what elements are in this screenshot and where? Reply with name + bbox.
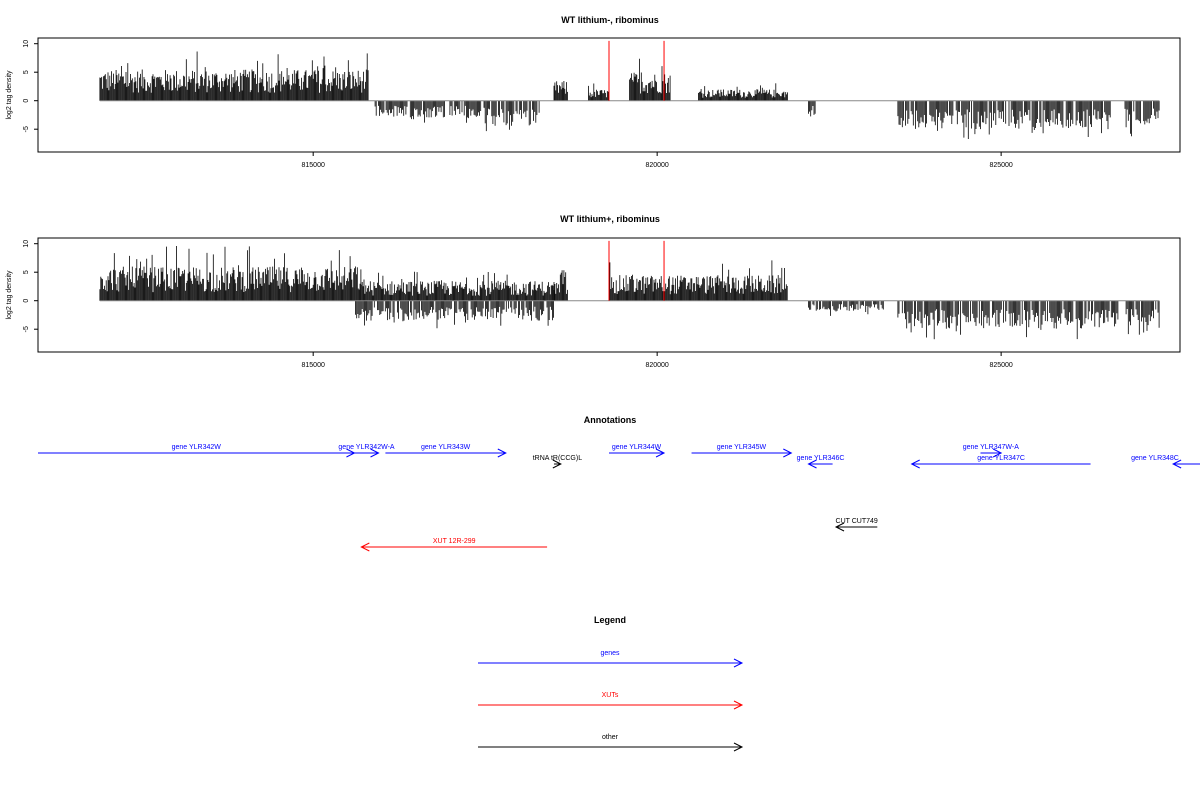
feature-arrowhead bbox=[360, 542, 370, 552]
y-tick-label: 5 bbox=[23, 70, 30, 74]
feature-label: gene YLR347C bbox=[977, 455, 1025, 462]
y-axis: 10 5 0 -5 bbox=[23, 240, 38, 332]
annotation-features: gene YLR342W gene YLR342W-A gene YLR343W tR… bbox=[38, 444, 1200, 552]
x-tick-label: 820000 bbox=[645, 362, 668, 369]
feature-label: gene YLR344W bbox=[612, 444, 662, 451]
feature-arrowhead bbox=[370, 448, 380, 458]
y-axis-label: log2 tag density bbox=[6, 270, 13, 320]
legend-panel: Legend genes XUTs other bbox=[478, 615, 744, 752]
feature-label: CUT CUT749 bbox=[836, 518, 878, 525]
y-tick-label: 0 bbox=[23, 299, 30, 303]
feature-arrowhead bbox=[1172, 459, 1182, 469]
plot-frame bbox=[37, 237, 1181, 353]
plot-frame bbox=[37, 37, 1181, 153]
x-tick-label: 825000 bbox=[989, 162, 1012, 169]
x-axis: 815000 820000 825000 bbox=[302, 352, 1013, 369]
feature-arrowhead bbox=[497, 448, 507, 458]
feature-label: gene YLR348C bbox=[1131, 455, 1179, 462]
feature-label: gene YLR342W bbox=[172, 444, 222, 451]
track-panel-lithium-plus: WT lithium+, ribominus log2 tag density … bbox=[6, 214, 1181, 369]
y-tick-label: -5 bbox=[23, 326, 30, 332]
y-tick-label: 10 bbox=[23, 40, 30, 48]
y-axis: 10 5 0 -5 bbox=[23, 40, 38, 132]
feature-arrowhead bbox=[655, 448, 666, 458]
legend-label: genes bbox=[600, 650, 620, 657]
track-bars bbox=[99, 40, 1160, 139]
x-tick-label: 815000 bbox=[302, 362, 325, 369]
y-tick-label: -5 bbox=[23, 126, 30, 132]
y-tick-label: 5 bbox=[23, 270, 30, 274]
legend-arrowhead bbox=[733, 700, 744, 710]
legend-label: other bbox=[602, 734, 619, 741]
chart-title: WT lithium-, ribominus bbox=[561, 15, 659, 25]
legend-items: genes XUTs other bbox=[478, 650, 744, 752]
y-axis-label: log2 tag density bbox=[6, 70, 13, 120]
track-panel-lithium-minus: WT lithium-, ribominus log2 tag density … bbox=[6, 15, 1181, 169]
feature-label: XUT 12R-299 bbox=[433, 538, 476, 545]
annotations-title: Annotations bbox=[584, 415, 637, 425]
feature-label: gene YLR346C bbox=[797, 455, 845, 462]
legend-label: XUTs bbox=[602, 692, 619, 699]
feature-arrowhead bbox=[807, 459, 817, 469]
feature-arrowhead bbox=[910, 459, 920, 469]
annotations-panel: Annotations gene YLR342W gene YLR342W-A ge… bbox=[38, 415, 1200, 552]
y-tick-label: 0 bbox=[23, 99, 30, 103]
x-tick-label: 820000 bbox=[645, 162, 668, 169]
legend-title: Legend bbox=[594, 615, 626, 625]
feature-label: gene YLR345W bbox=[717, 444, 767, 451]
x-tick-label: 815000 bbox=[302, 162, 325, 169]
feature-label: gene YLR343W bbox=[421, 444, 471, 451]
chart-title: WT lithium+, ribominus bbox=[560, 214, 660, 224]
feature-arrowhead bbox=[834, 522, 845, 532]
legend-arrowhead bbox=[733, 658, 744, 668]
feature-arrowhead bbox=[552, 459, 562, 469]
x-axis: 815000 820000 825000 bbox=[302, 152, 1013, 169]
feature-arrowhead bbox=[992, 448, 1003, 458]
feature-label: gene YLR347W-A bbox=[963, 444, 1019, 451]
track-bars bbox=[99, 240, 1160, 340]
x-tick-label: 825000 bbox=[989, 362, 1012, 369]
y-tick-label: 10 bbox=[23, 240, 30, 248]
legend-arrowhead bbox=[733, 742, 744, 752]
feature-label: tRNA tR(CCG)L bbox=[533, 455, 583, 462]
feature-arrowhead bbox=[783, 448, 793, 458]
feature-label: gene YLR342W-A bbox=[338, 444, 394, 451]
